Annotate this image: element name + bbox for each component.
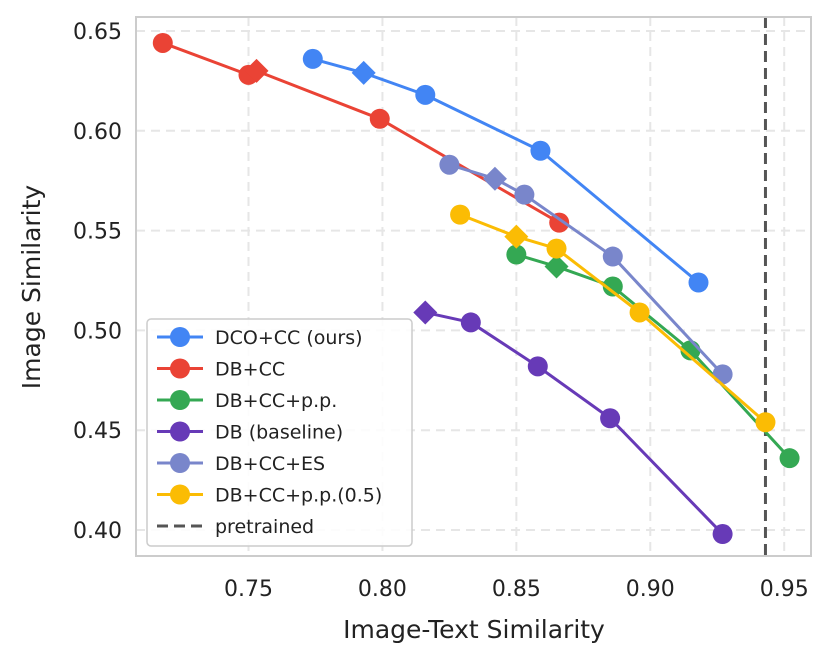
data-point xyxy=(506,244,527,265)
series-1 xyxy=(152,32,570,233)
y-axis-ticks: 0.40 0.45 0.50 0.55 0.60 0.65 xyxy=(73,20,122,544)
legend-label: DB (baseline) xyxy=(215,422,343,444)
x-tick-label: 0.95 xyxy=(760,577,809,602)
data-point xyxy=(530,140,551,161)
legend-label: DB+CC+p.p.(0.5) xyxy=(215,485,382,507)
y-tick-label: 0.65 xyxy=(73,20,122,45)
legend-box xyxy=(146,318,413,547)
legend-label: DB+CC xyxy=(215,359,285,381)
legend-entry: DB+CC+ES xyxy=(157,453,325,475)
x-axis-label: Image-Text Similarity xyxy=(343,615,605,644)
series-3 xyxy=(413,300,733,545)
data-point xyxy=(546,238,567,259)
data-point xyxy=(688,272,709,293)
x-tick-label: 0.85 xyxy=(492,577,541,602)
data-point xyxy=(152,32,173,53)
data-point xyxy=(514,184,535,205)
series-line xyxy=(459,213,767,424)
data-point xyxy=(755,412,776,433)
x-axis-ticks: 0.75 0.80 0.85 0.90 0.95 xyxy=(224,577,809,602)
y-tick-label: 0.40 xyxy=(73,519,122,544)
data-point xyxy=(302,48,323,69)
data-point xyxy=(712,364,733,385)
data-point xyxy=(629,302,650,323)
data-point xyxy=(544,254,569,279)
y-axis-label: Image Similarity xyxy=(17,185,46,390)
legend-label: pretrained xyxy=(215,516,314,538)
legend-marker xyxy=(170,390,190,410)
plot-frame xyxy=(135,16,812,557)
legend-entry: DCO+CC (ours) xyxy=(157,327,363,349)
y-tick-label: 0.60 xyxy=(73,120,122,145)
data-point xyxy=(602,246,623,267)
x-tick-label: 0.80 xyxy=(358,577,407,602)
data-point xyxy=(450,204,471,225)
legend-label: DCO+CC (ours) xyxy=(215,327,363,349)
data-point xyxy=(460,312,481,333)
data-point xyxy=(712,524,733,545)
data-point xyxy=(413,300,438,325)
legend-entry: DB+CC xyxy=(157,358,285,381)
legend-marker xyxy=(170,327,190,347)
data-point xyxy=(602,276,623,297)
x-tick-label: 0.75 xyxy=(224,577,273,602)
data-point xyxy=(351,60,376,85)
y-tick-label: 0.45 xyxy=(73,419,122,444)
series-line xyxy=(515,253,791,460)
legend-marker xyxy=(170,453,190,473)
data-point xyxy=(415,84,436,105)
data-point xyxy=(549,212,570,233)
data-point xyxy=(600,408,621,429)
legend-marker xyxy=(170,421,190,442)
data-point xyxy=(527,356,548,377)
y-tick-label: 0.50 xyxy=(73,319,122,344)
legend-label: DB+CC+p.p. xyxy=(215,390,337,412)
legend-entry: DB+CC+p.p. xyxy=(157,390,337,412)
x-tick-label: 0.90 xyxy=(626,577,675,602)
legend-marker xyxy=(170,484,190,505)
series-5 xyxy=(450,204,776,433)
legend-entry: pretrained xyxy=(157,516,314,538)
series-2 xyxy=(506,244,800,469)
series-line xyxy=(312,57,700,284)
series-layer xyxy=(152,32,800,545)
legend-entry: DB+CC+p.p.(0.5) xyxy=(157,484,382,507)
legend-marker xyxy=(170,358,190,379)
legend-entry: DB (baseline) xyxy=(157,421,343,444)
data-point xyxy=(439,154,460,175)
legend-label: DB+CC+ES xyxy=(215,453,325,475)
data-point xyxy=(244,58,269,83)
data-point xyxy=(779,448,800,469)
y-tick-label: 0.55 xyxy=(73,220,122,245)
series-0 xyxy=(302,48,709,293)
data-point xyxy=(482,166,507,191)
legend: DCO+CC (ours) DB+CC DB+CC+p.p. DB (baseline… xyxy=(146,318,413,547)
data-point xyxy=(369,108,390,129)
data-point xyxy=(504,224,529,249)
